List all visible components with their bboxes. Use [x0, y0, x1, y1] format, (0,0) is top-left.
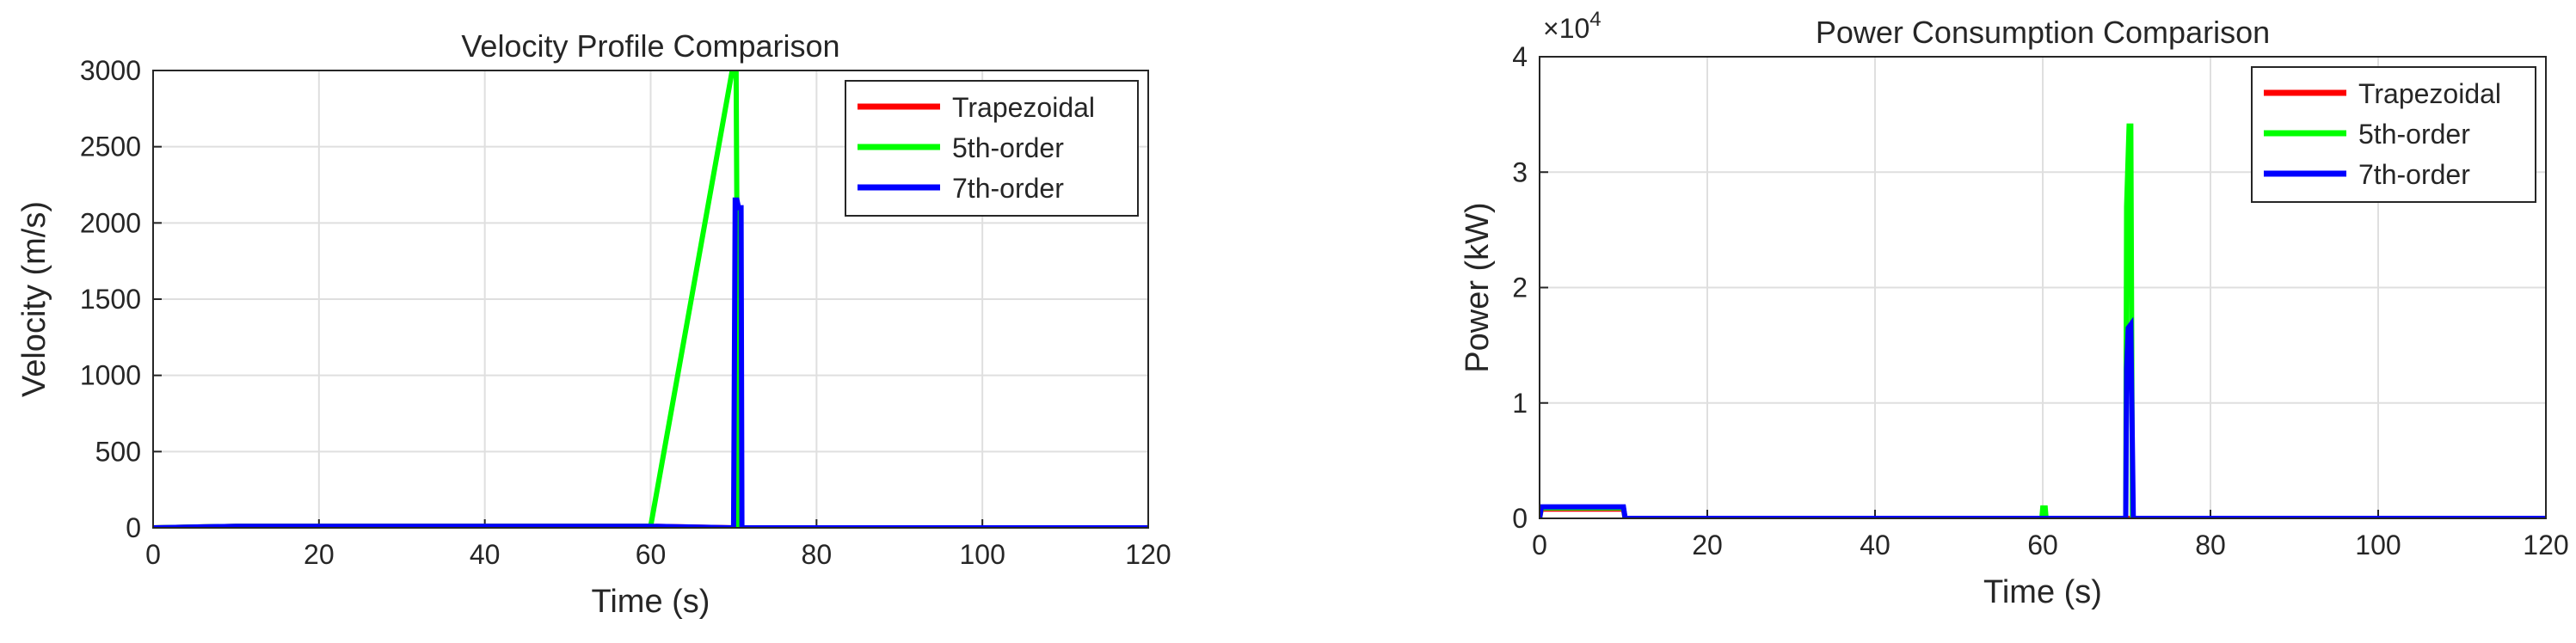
series-line-7th-order	[1540, 316, 2546, 518]
y-exponent-label: ×104	[1543, 8, 1602, 44]
y-tick-label: 2000	[80, 207, 141, 238]
x-axis-label: Time (s)	[1983, 574, 2102, 610]
legend: Trapezoidal 5th-order 7th-order	[845, 80, 1139, 217]
legend-label: Trapezoidal	[952, 92, 1095, 123]
y-tick-label: 0	[126, 512, 141, 543]
x-tick-label: 120	[1125, 539, 1171, 570]
axes-frame	[1539, 56, 2547, 519]
x-tick-label: 60	[2027, 530, 2058, 560]
legend-label: 5th-order	[2358, 119, 2470, 150]
y-tick-label: 2500	[80, 132, 141, 162]
x-tick-label: 80	[802, 539, 833, 570]
legend-label: 7th-order	[952, 173, 1064, 204]
y-tick-label: 3000	[80, 55, 141, 86]
y-tick-label: 3	[1512, 156, 1528, 187]
y-tick-label: 4	[1512, 41, 1528, 72]
chart-title: Velocity Profile Comparison	[461, 28, 839, 64]
x-tick-label: 20	[304, 539, 335, 570]
y-tick-label: 0	[1512, 503, 1528, 534]
x-tick-label: 120	[2523, 530, 2568, 560]
legend-label: 5th-order	[952, 132, 1064, 163]
legend: Trapezoidal 5th-order 7th-order	[2251, 66, 2536, 203]
chart-1: 0 20 40 60 80 100 120 0 500 1000 1500 2000 2500 3000 V…	[16, 28, 1171, 620]
x-tick-label: 20	[1692, 530, 1723, 560]
y-axis-label: Velocity (m/s)	[16, 201, 52, 397]
x-tick-label: 0	[145, 539, 161, 570]
y-tick-label: 2	[1512, 273, 1528, 303]
x-axis-label: Time (s)	[592, 584, 710, 620]
axes-frame	[152, 70, 1149, 529]
x-tick-label: 100	[959, 539, 1005, 570]
x-tick-label: 0	[1532, 530, 1547, 560]
y-tick-label: 1500	[80, 284, 141, 315]
series-line-7th-order	[153, 197, 1148, 528]
x-tick-label: 100	[2355, 530, 2401, 560]
y-tick-label: 500	[95, 436, 141, 467]
chart-2: 0 20 40 60 80 100 120 0 1 2 3 4 Power Consumption Co…	[1460, 8, 2569, 610]
x-tick-label: 40	[470, 539, 501, 570]
legend-label: 7th-order	[2358, 159, 2470, 190]
legend-box	[845, 80, 1139, 217]
y-tick-label: 1000	[80, 360, 141, 391]
y-axis-label: Power (kW)	[1460, 202, 1496, 372]
x-tick-label: 60	[636, 539, 667, 570]
x-tick-label: 40	[1860, 530, 1891, 560]
legend-label: Trapezoidal	[2358, 78, 2501, 109]
x-tick-label: 80	[2195, 530, 2226, 560]
y-tick-label: 1	[1512, 388, 1528, 419]
chart-title: Power Consumption Comparison	[1816, 15, 2270, 50]
